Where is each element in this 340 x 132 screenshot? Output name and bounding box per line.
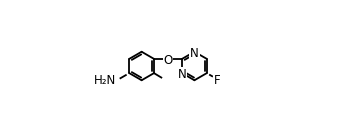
Text: O: O [164,54,173,67]
Text: N: N [178,68,186,81]
Text: H₂N: H₂N [94,74,117,87]
Text: N: N [190,47,199,60]
Text: F: F [214,74,221,87]
